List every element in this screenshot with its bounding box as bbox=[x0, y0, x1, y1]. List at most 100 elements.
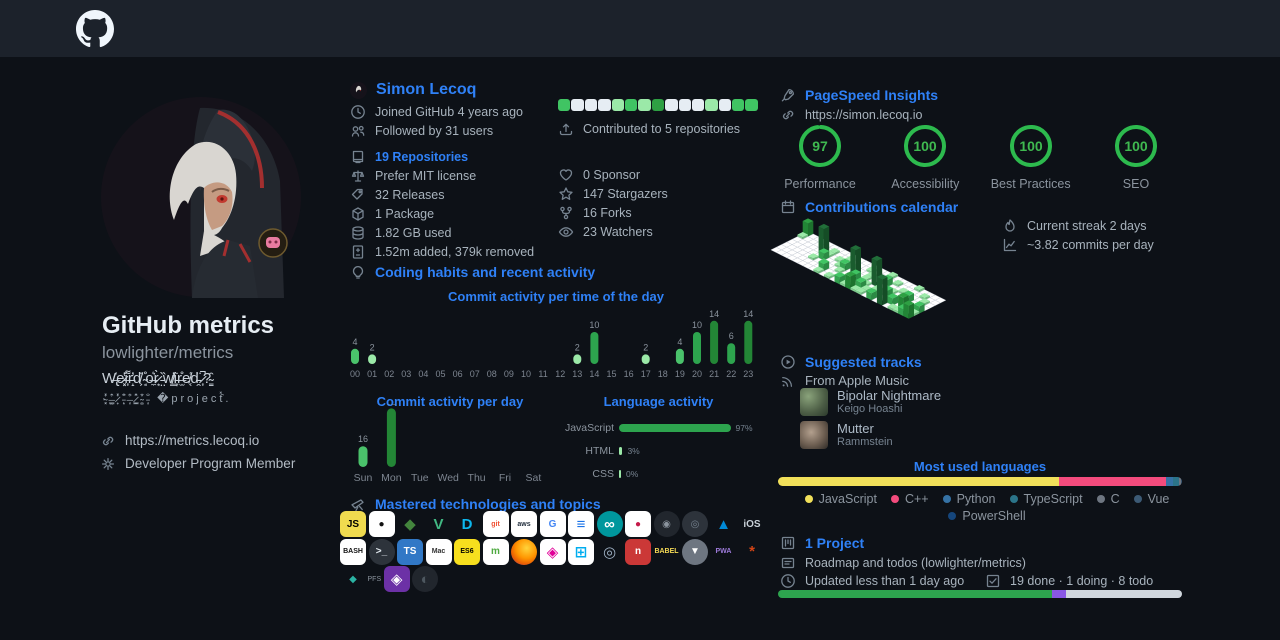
telescope-icon bbox=[350, 496, 366, 512]
technologies-title-label[interactable]: Mastered technologies and topics bbox=[375, 495, 601, 512]
repo-icon bbox=[350, 149, 366, 165]
legend-item: C bbox=[1083, 492, 1120, 506]
svg-text:16: 16 bbox=[358, 434, 368, 444]
packages-label: 1 Package bbox=[375, 206, 435, 221]
graphql-icon: ◈ bbox=[539, 538, 566, 565]
user-bio: W̶̢̍e̷͓̔i̶͎͌r̵̝̓d̸͕̑ ̴̘̊o̶̼͛r̷͙̀ ̵̤̏w̸͇̔… bbox=[102, 368, 337, 410]
svg-text:17: 17 bbox=[641, 369, 651, 379]
legend-dot bbox=[890, 495, 899, 503]
avatar bbox=[101, 97, 301, 298]
legend-item: Vue bbox=[1120, 492, 1169, 506]
github-logo-icon[interactable] bbox=[76, 10, 114, 48]
album-art bbox=[800, 388, 828, 416]
project-tasks-label: 19 done · 1 doing · 8 todo bbox=[1010, 573, 1154, 588]
stargazers-label: 147 Stargazers bbox=[583, 186, 668, 201]
pagespeed-url-row[interactable]: https://simon.lecoq.io bbox=[780, 105, 922, 124]
streak-row: Current streak 2 days bbox=[1002, 216, 1154, 235]
language-segment bbox=[1173, 477, 1179, 486]
releases-row: 32 Releases bbox=[350, 185, 534, 204]
svg-text:19: 19 bbox=[675, 369, 685, 379]
nodejs-icon: ◆ bbox=[404, 516, 416, 533]
habits-section-title[interactable]: Coding habits and recent activity bbox=[350, 262, 595, 281]
top-bar bbox=[0, 0, 1280, 57]
website-link[interactable]: https://metrics.lecoq.io bbox=[125, 433, 260, 448]
contribution-square bbox=[718, 99, 732, 112]
technologies-section-title[interactable]: Mastered technologies and topics bbox=[350, 494, 601, 513]
habits-title-label[interactable]: Coding habits and recent activity bbox=[375, 263, 596, 280]
pagespeed-section-title[interactable]: PageSpeed Insights bbox=[780, 85, 938, 104]
contribution-square bbox=[705, 99, 718, 112]
contributed-label: Contributed to 5 repositories bbox=[583, 121, 741, 136]
svg-text:20: 20 bbox=[692, 369, 702, 379]
contribution-square bbox=[611, 99, 624, 112]
windows-icon: ⊞ bbox=[568, 538, 594, 565]
page-subtitle: lowlighter/metrics bbox=[102, 343, 234, 362]
storage-row: 1.82 GB used bbox=[350, 223, 534, 242]
languages-stacked-bar bbox=[778, 477, 1182, 486]
svg-text:2: 2 bbox=[643, 342, 648, 352]
mac-icon: Mac bbox=[425, 538, 452, 565]
project-section-title[interactable]: 1 Project bbox=[780, 533, 864, 552]
pagespeed-title-label[interactable]: PageSpeed Insights bbox=[805, 86, 939, 103]
calendar-section-title[interactable]: Contributions calendar bbox=[780, 197, 958, 216]
es6-icon: ES6 bbox=[454, 538, 480, 565]
linux-icon: ● bbox=[368, 511, 395, 537]
database-icon: ≡ bbox=[568, 511, 594, 537]
license-label: Prefer MIT license bbox=[375, 168, 477, 183]
svg-text:52: 52 bbox=[386, 404, 396, 406]
firefox-icon bbox=[511, 538, 537, 565]
language-activity-chart: JavaScript 97% HTML 3% CSS 0% bbox=[552, 416, 762, 485]
language-activity-row: CSS 0% bbox=[592, 467, 639, 480]
eye-icon bbox=[558, 224, 574, 240]
watchers-label: 23 Watchers bbox=[583, 224, 653, 239]
joined-label: Joined GitHub 4 years ago bbox=[375, 104, 524, 119]
contribution-square bbox=[745, 99, 758, 112]
repositories-row[interactable]: 19 Repositories bbox=[350, 147, 534, 166]
svg-text:Tue: Tue bbox=[411, 472, 429, 484]
fork-icon bbox=[558, 205, 574, 221]
project-title-label[interactable]: 1 Project bbox=[805, 534, 865, 551]
repositories-link[interactable]: 19 Repositories bbox=[375, 149, 469, 164]
pagespeed-url[interactable]: https://simon.lecoq.io bbox=[805, 107, 923, 122]
calendar-title-label[interactable]: Contributions calendar bbox=[805, 198, 959, 215]
svg-text:100: 100 bbox=[1019, 138, 1043, 154]
svg-text:12: 12 bbox=[555, 369, 565, 379]
clock-icon bbox=[780, 573, 796, 589]
svg-text:15: 15 bbox=[606, 369, 616, 379]
hour-chart-title: Commit activity per time of the day bbox=[448, 289, 664, 304]
tracks-source-row: From Apple Music bbox=[780, 371, 909, 390]
contribution-square bbox=[691, 99, 705, 112]
clock-icon bbox=[350, 104, 366, 120]
user-name-link[interactable]: Simon Lecoq bbox=[376, 81, 477, 98]
average-label: ~3.82 commits per day bbox=[1027, 237, 1154, 252]
language-segment bbox=[1058, 477, 1166, 486]
sponsors-row: 0 Sponsor bbox=[558, 165, 758, 184]
tracks-title-label[interactable]: Suggested tracks bbox=[805, 353, 922, 370]
json-icon: ◎ bbox=[682, 511, 708, 537]
svg-text:2: 2 bbox=[575, 342, 580, 352]
contribution-square bbox=[598, 99, 611, 112]
vue-icon: V bbox=[433, 515, 444, 533]
track-item: Bipolar Nightmare Keigo Hoashi bbox=[800, 388, 941, 416]
link-icon bbox=[780, 107, 796, 123]
rss-icon bbox=[780, 373, 796, 389]
svg-text:02: 02 bbox=[384, 369, 394, 379]
track-item: Mutter Rammstein bbox=[800, 421, 941, 449]
website-row[interactable]: https://metrics.lecoq.io bbox=[100, 429, 295, 452]
javascript-icon: JS bbox=[340, 511, 366, 537]
obsidian-icon: ◈ bbox=[383, 566, 410, 592]
svg-text:10: 10 bbox=[589, 320, 599, 330]
project-icon bbox=[780, 535, 796, 551]
track-title: Bipolar Nightmare bbox=[837, 388, 942, 403]
bio-line: W̶̢̍e̷͓̔i̶͎͌r̵̝̓d̸͕̑ ̴̘̊o̶̼͛r̷͙̀ ̵̤̏w̸͇̔… bbox=[102, 370, 212, 387]
terminal-icon: >_ bbox=[368, 538, 395, 565]
gear-icon bbox=[100, 456, 116, 472]
language-activity-row: JavaScript 97% bbox=[564, 421, 753, 434]
svg-text:4: 4 bbox=[677, 337, 682, 347]
tracks-section-title[interactable]: Suggested tracks bbox=[780, 352, 922, 371]
svg-text:2: 2 bbox=[370, 342, 375, 352]
legend-dot bbox=[1096, 495, 1105, 503]
svg-text:10: 10 bbox=[692, 320, 702, 330]
contribution-square bbox=[732, 99, 745, 112]
svg-text:Fri: Fri bbox=[499, 472, 511, 484]
